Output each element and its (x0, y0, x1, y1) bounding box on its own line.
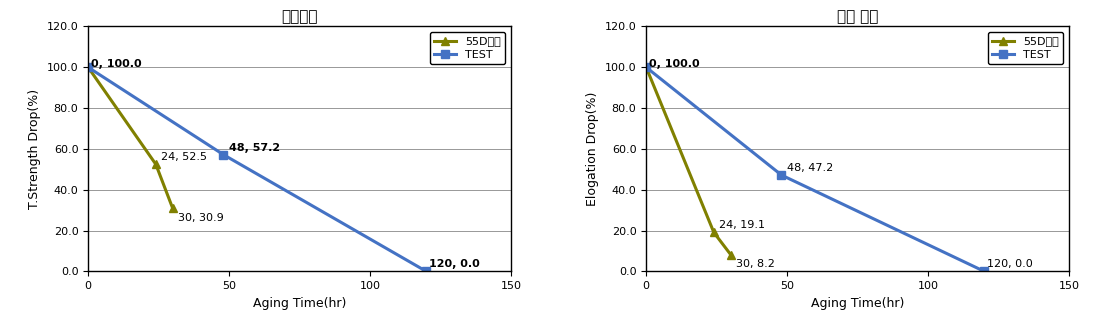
Title: 인장 신도: 인장 신도 (836, 9, 878, 24)
Text: 120, 0.0: 120, 0.0 (429, 259, 480, 269)
TEST (82, 65, 95, 69)
55D정규 (724, 253, 737, 257)
Text: 24, 52.5: 24, 52.5 (161, 152, 207, 162)
Line: 55D정규: 55D정규 (642, 63, 735, 259)
55D정규 (166, 206, 180, 210)
TEST (639, 65, 652, 69)
55D정규 (82, 65, 95, 69)
Text: 30, 8.2: 30, 8.2 (736, 259, 775, 269)
TEST (977, 269, 991, 273)
Line: TEST: TEST (642, 63, 988, 276)
Line: TEST: TEST (84, 63, 431, 276)
TEST (217, 153, 230, 157)
Legend: 55D정규, TEST: 55D정규, TEST (987, 32, 1063, 64)
Legend: 55D정규, TEST: 55D정규, TEST (430, 32, 506, 64)
55D정규 (149, 162, 162, 166)
55D정규 (707, 230, 721, 234)
Text: 24, 19.1: 24, 19.1 (720, 220, 766, 230)
TEST (775, 173, 788, 177)
Text: 48, 57.2: 48, 57.2 (229, 143, 280, 153)
Text: 0, 100.0: 0, 100.0 (649, 59, 700, 69)
Text: 48, 47.2: 48, 47.2 (787, 163, 833, 173)
Line: 55D정규: 55D정규 (84, 63, 177, 213)
TEST (420, 269, 433, 273)
X-axis label: Aging Time(hr): Aging Time(hr) (252, 297, 346, 310)
Title: 인장강도: 인장강도 (281, 9, 317, 24)
Y-axis label: T.Strength Drop(%): T.Strength Drop(%) (29, 89, 41, 209)
Text: 30, 30.9: 30, 30.9 (179, 213, 224, 222)
55D정규 (639, 65, 652, 69)
Y-axis label: Elogation Drop(%): Elogation Drop(%) (586, 92, 599, 206)
Text: 120, 0.0: 120, 0.0 (987, 259, 1033, 269)
Text: 0, 100.0: 0, 100.0 (91, 59, 141, 69)
X-axis label: Aging Time(hr): Aging Time(hr) (811, 297, 905, 310)
